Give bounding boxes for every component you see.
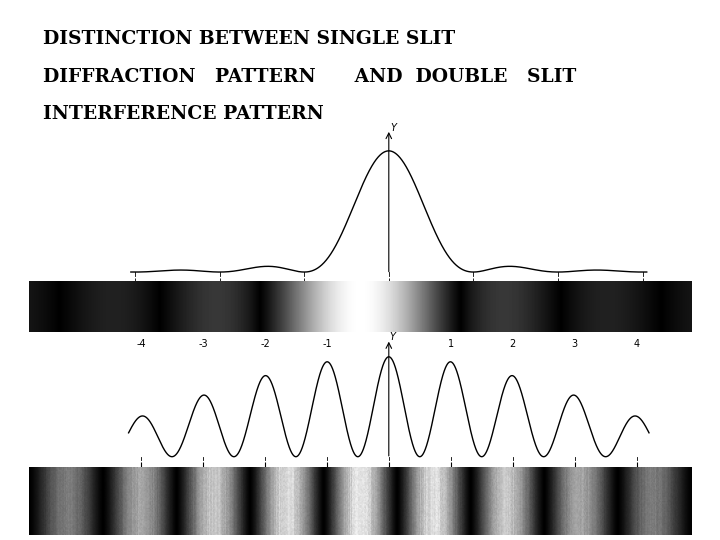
Text: $Y$: $Y$ — [390, 120, 398, 133]
Text: -4: -4 — [136, 339, 145, 349]
Text: 4: 4 — [634, 339, 639, 349]
Text: DISTINCTION BETWEEN SINGLE SLIT: DISTINCTION BETWEEN SINGLE SLIT — [43, 30, 456, 48]
Text: -3: -3 — [198, 339, 208, 349]
Text: 2: 2 — [510, 339, 516, 349]
Text: -1: -1 — [322, 339, 332, 349]
Text: INTERFERENCE PATTERN: INTERFERENCE PATTERN — [43, 105, 324, 123]
Text: 3: 3 — [572, 339, 577, 349]
Text: $Y$: $Y$ — [390, 330, 398, 342]
Text: -2: -2 — [260, 339, 270, 349]
Text: 1: 1 — [448, 339, 454, 349]
Text: DIFFRACTION   PATTERN      AND  DOUBLE   SLIT: DIFFRACTION PATTERN AND DOUBLE SLIT — [43, 68, 577, 85]
